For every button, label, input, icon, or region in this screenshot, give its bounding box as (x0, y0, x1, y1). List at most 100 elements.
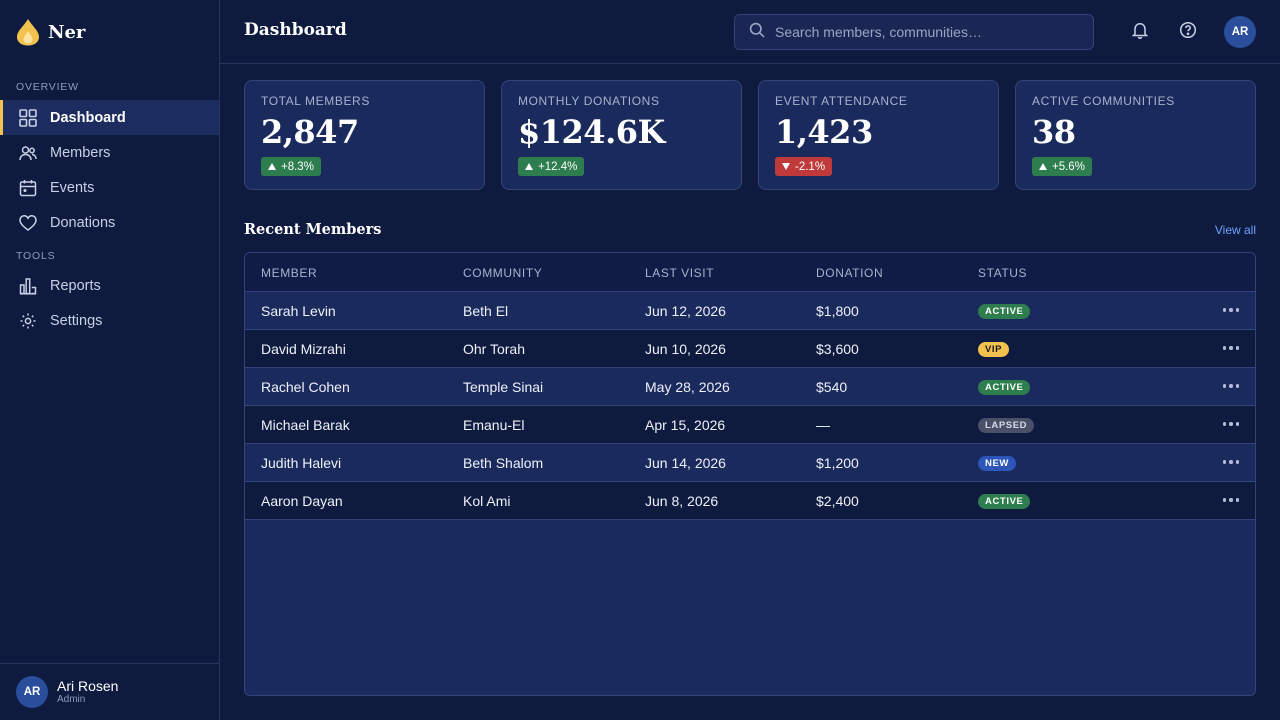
last-visit-cell: Jun 10, 2026 (645, 341, 726, 357)
members-table: MEMBER COMMUNITY LAST VISIT DONATION STA… (244, 252, 1256, 696)
stat-delta: +5.6% (1032, 157, 1092, 176)
member-name[interactable]: Sarah Levin (261, 303, 336, 319)
last-visit-cell: Jun 14, 2026 (645, 455, 726, 471)
flame-logo-icon (16, 18, 40, 46)
sidebar-item-settings[interactable]: Settings (0, 303, 219, 338)
column-header-last-visit[interactable]: LAST VISIT (645, 266, 715, 280)
last-visit-cell: Jun 8, 2026 (645, 493, 719, 509)
sidebar-item-label: Members (50, 144, 111, 161)
view-all-link[interactable]: View all (1214, 223, 1256, 237)
section-label-overview: OVERVIEW (16, 81, 79, 93)
community-cell: Beth Shalom (463, 455, 544, 471)
status-badge: ACTIVE (978, 380, 1031, 395)
user-profile[interactable]: AR Ari Rosen Admin (0, 663, 219, 720)
arrow-up-icon (268, 163, 276, 170)
table-row[interactable]: Judith Halevi Beth Shalom Jun 14, 2026 $1,2… (245, 444, 1255, 482)
community-cell: Ohr Torah (463, 341, 525, 357)
column-header-status[interactable]: STATUS (978, 266, 1028, 280)
more-options-icon[interactable] (1221, 454, 1241, 470)
table-row[interactable]: Rachel Cohen Temple Sinai May 28, 2026 $540… (245, 368, 1255, 406)
search-box[interactable] (734, 14, 1094, 50)
grid-icon (18, 108, 38, 128)
sidebar-item-label: Settings (50, 312, 103, 329)
last-visit-cell: Apr 15, 2026 (645, 417, 726, 433)
help-icon (1179, 21, 1197, 44)
member-name[interactable]: David Mizrahi (261, 341, 346, 357)
bell-icon (1131, 21, 1149, 44)
brand[interactable]: Ner (16, 18, 85, 46)
user-role: Admin (57, 694, 86, 705)
arrow-up-icon (1039, 163, 1047, 170)
table-row[interactable]: Michael Barak Emanu-El Apr 15, 2026 — LAPSED (245, 406, 1255, 444)
calendar-icon (18, 178, 38, 198)
table-row[interactable]: Sarah Levin Beth El Jun 12, 2026 $1,800 ACTI… (245, 292, 1255, 330)
header-avatar[interactable]: AR (1224, 16, 1256, 48)
last-visit-cell: May 28, 2026 (645, 379, 730, 395)
heart-icon (18, 213, 38, 233)
status-badge: ACTIVE (978, 494, 1031, 509)
table-row[interactable]: Aaron Dayan Kol Ami Jun 8, 2026 $2,400 ACTIV… (245, 482, 1255, 520)
users-icon (18, 143, 38, 163)
donation-cell: $2,400 (816, 493, 859, 509)
stat-label: EVENT ATTENDANCE (775, 94, 908, 108)
sidebar-item-donations[interactable]: Donations (0, 205, 219, 240)
stat-value: 38 (1032, 113, 1076, 151)
stat-card-monthly-donations: MONTHLY DONATIONS $124.6K +12.4% (501, 80, 742, 190)
status-badge: LAPSED (978, 418, 1035, 433)
sidebar: Ner OVERVIEW Dashboard Members Events (0, 0, 220, 720)
more-options-icon[interactable] (1221, 340, 1241, 356)
search-input[interactable] (775, 24, 1075, 40)
column-header-community[interactable]: COMMUNITY (463, 266, 543, 280)
column-header-member[interactable]: MEMBER (261, 266, 318, 280)
stat-label: MONTHLY DONATIONS (518, 94, 660, 108)
section-label-tools: TOOLS (16, 250, 56, 262)
community-cell: Kol Ami (463, 493, 511, 509)
section-title-recent-members: Recent Members (244, 221, 382, 238)
table-row[interactable]: David Mizrahi Ohr Torah Jun 10, 2026 $3,600… (245, 330, 1255, 368)
member-name[interactable]: Aaron Dayan (261, 493, 343, 509)
member-name[interactable]: Michael Barak (261, 417, 350, 433)
stat-value: 1,423 (775, 113, 873, 151)
donation-cell: $540 (816, 379, 848, 395)
stat-label: TOTAL MEMBERS (261, 94, 370, 108)
stat-card-active-communities: ACTIVE COMMUNITIES 38 +5.6% (1015, 80, 1256, 190)
more-options-icon[interactable] (1221, 378, 1241, 394)
sidebar-item-dashboard[interactable]: Dashboard (0, 100, 219, 135)
brand-name: Ner (48, 21, 86, 43)
sidebar-item-label: Events (50, 179, 95, 196)
column-header-donation[interactable]: DONATION (816, 266, 884, 280)
last-visit-cell: Jun 12, 2026 (645, 303, 726, 319)
bar-chart-icon (18, 276, 38, 296)
stat-card-total-members: TOTAL MEMBERS 2,847 +8.3% (244, 80, 485, 190)
sidebar-item-events[interactable]: Events (0, 170, 219, 205)
stat-delta: +8.3% (261, 157, 321, 176)
donation-cell: $1,200 (816, 455, 859, 471)
donation-cell: $3,600 (816, 341, 859, 357)
table-header: MEMBER COMMUNITY LAST VISIT DONATION STA… (245, 253, 1255, 292)
more-options-icon[interactable] (1221, 492, 1241, 508)
stat-card-event-attendance: EVENT ATTENDANCE 1,423 -2.1% (758, 80, 999, 190)
sidebar-item-label: Reports (50, 277, 101, 294)
sidebar-item-members[interactable]: Members (0, 135, 219, 170)
help-button[interactable] (1176, 20, 1200, 44)
arrow-up-icon (525, 163, 533, 170)
sidebar-item-reports[interactable]: Reports (0, 268, 219, 303)
member-name[interactable]: Judith Halevi (261, 455, 342, 471)
arrow-down-icon (782, 163, 790, 170)
stat-value: $124.6K (518, 113, 665, 151)
stat-delta: +12.4% (518, 157, 585, 176)
user-name: Ari Rosen (57, 678, 119, 694)
page-title: Dashboard (244, 20, 347, 40)
member-name[interactable]: Rachel Cohen (261, 379, 350, 395)
community-cell: Temple Sinai (463, 379, 544, 395)
more-options-icon[interactable] (1221, 416, 1241, 432)
stat-value: 2,847 (261, 113, 359, 151)
community-cell: Beth El (463, 303, 509, 319)
community-cell: Emanu-El (463, 417, 525, 433)
gear-icon (18, 311, 38, 331)
avatar: AR (16, 676, 48, 708)
donation-cell: — (816, 417, 830, 433)
notifications-button[interactable] (1128, 20, 1152, 44)
status-badge: ACTIVE (978, 304, 1031, 319)
more-options-icon[interactable] (1221, 302, 1241, 318)
